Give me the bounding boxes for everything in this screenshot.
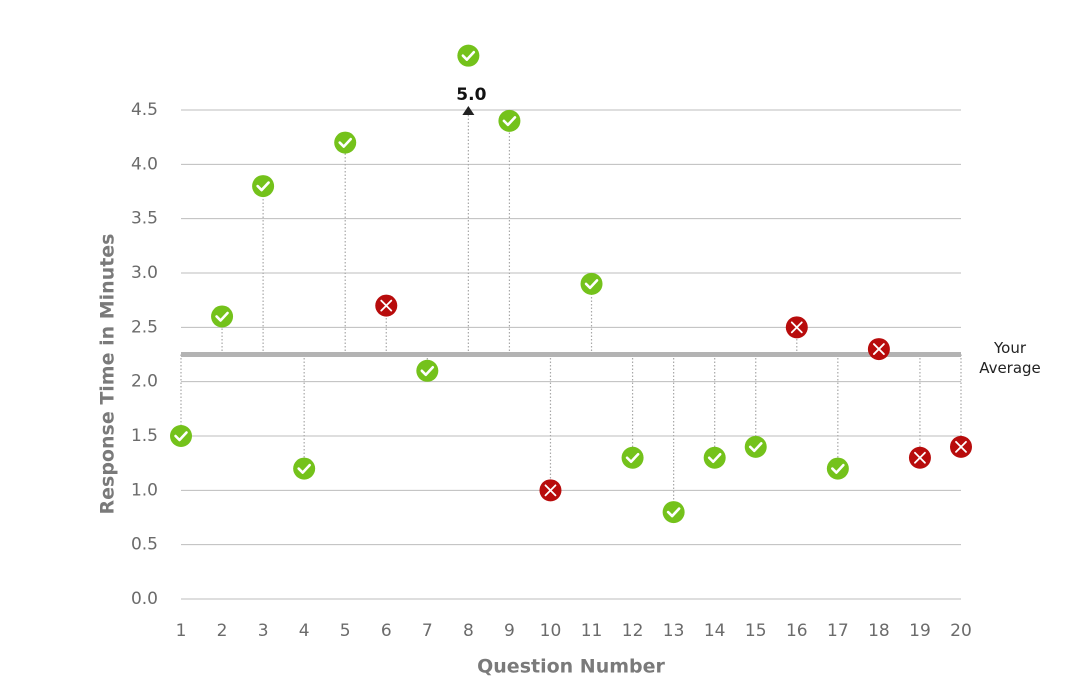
check-icon [666, 507, 681, 518]
check-icon [174, 431, 188, 442]
y-tick-label: 1.5 [131, 426, 158, 446]
x-tick-label: 6 [381, 621, 392, 641]
marker-circle [826, 457, 849, 480]
x-tick-label: 19 [909, 621, 931, 641]
x-tick-label: 8 [463, 621, 474, 641]
check-icon [461, 50, 476, 61]
correct-marker [744, 435, 767, 458]
cross-icon [544, 484, 557, 497]
x-tick-label: 9 [504, 621, 515, 641]
x-tick-label: 1 [176, 621, 187, 641]
x-tick-label: 14 [704, 621, 726, 641]
x-tick-label: 4 [299, 621, 310, 641]
y-tick-label: 0.0 [131, 589, 158, 609]
x-tick-label: 11 [581, 621, 603, 641]
check-icon [420, 365, 435, 377]
y-axis-title: Response Time in Minutes [97, 234, 119, 515]
marker-circle [293, 457, 316, 480]
correct-marker [621, 446, 644, 469]
x-tick-label: 17 [827, 621, 849, 641]
y-tick-label: 2.5 [131, 317, 158, 337]
marker-circle [170, 425, 192, 447]
incorrect-marker [539, 479, 562, 502]
x-tick-label: 15 [745, 621, 767, 641]
cross-icon [380, 299, 393, 312]
x-tick-label: 13 [663, 621, 685, 641]
average-label: Your [993, 339, 1027, 357]
marker-circle [744, 435, 767, 458]
y-tick-label: 0.5 [131, 535, 158, 555]
check-icon [707, 452, 722, 464]
correct-marker [293, 457, 316, 480]
correct-marker [662, 501, 685, 524]
correct-marker [457, 44, 480, 67]
x-tick-label: 5 [340, 621, 351, 641]
average-label: Average [979, 359, 1041, 377]
value-label: 5.0 [456, 85, 486, 105]
correct-marker [826, 457, 849, 480]
marker-circle [211, 305, 234, 328]
x-tick-label: 2 [217, 621, 228, 641]
check-icon [297, 463, 311, 474]
correct-marker [416, 359, 439, 382]
marker-circle [703, 446, 726, 469]
check-icon [831, 463, 845, 474]
x-tick-label: 20 [950, 621, 972, 641]
y-tick-label: 3.5 [131, 209, 158, 229]
check-icon [584, 279, 599, 290]
marker-circle [621, 446, 644, 469]
check-icon [215, 311, 229, 322]
check-icon [256, 181, 270, 192]
correct-marker [170, 425, 192, 447]
y-tick-label: 1.0 [131, 480, 158, 500]
overflow-arrow [462, 106, 475, 115]
y-tick-label: 3.0 [131, 263, 158, 283]
marker-circle [498, 109, 521, 132]
correct-marker [498, 109, 521, 132]
marker-circle [334, 131, 357, 154]
correct-marker [334, 131, 357, 154]
incorrect-marker [908, 446, 931, 469]
marker-circle [252, 175, 275, 198]
correct-marker [703, 446, 726, 469]
incorrect-marker [867, 338, 890, 361]
x-tick-label: 16 [786, 621, 808, 641]
incorrect-marker [785, 316, 808, 339]
correct-marker [252, 175, 275, 198]
x-tick-label: 18 [868, 621, 890, 641]
marker-circle [662, 501, 685, 524]
check-icon [502, 116, 517, 127]
marker-circle [457, 44, 480, 67]
y-tick-label: 2.0 [131, 372, 158, 392]
marker-circle [416, 359, 439, 382]
check-icon [625, 452, 640, 464]
incorrect-marker [950, 435, 972, 458]
y-tick-label: 4.0 [131, 154, 158, 174]
cross-icon [872, 343, 885, 355]
marker-circle [580, 272, 603, 295]
cross-icon [914, 451, 926, 464]
check-icon [748, 442, 763, 453]
cross-icon [790, 321, 803, 334]
x-tick-label: 12 [622, 621, 644, 641]
correct-marker [211, 305, 234, 328]
x-tick-label: 3 [258, 621, 269, 641]
cross-icon [955, 440, 967, 453]
x-axis-title: Question Number [477, 656, 665, 678]
check-icon [338, 137, 353, 148]
y-tick-label: 4.5 [131, 100, 158, 120]
correct-marker [580, 272, 603, 295]
x-tick-label: 7 [422, 621, 433, 641]
incorrect-marker [375, 294, 398, 317]
x-tick-label: 10 [540, 621, 562, 641]
